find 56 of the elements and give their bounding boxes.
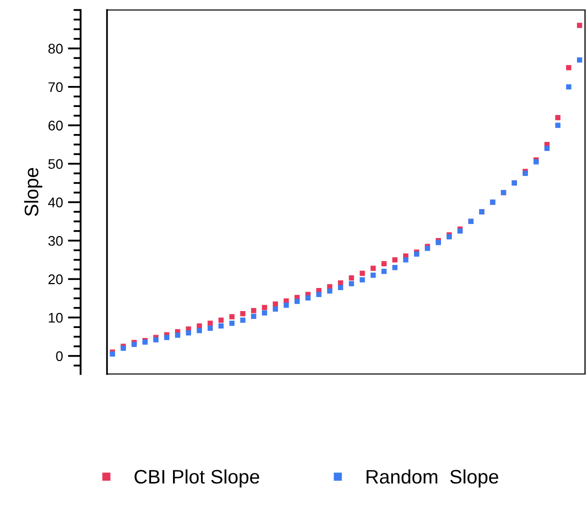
point: [186, 330, 192, 336]
point: [262, 304, 268, 310]
legend-label: Random Slope: [366, 469, 498, 488]
y-tick-label: 0: [56, 351, 63, 362]
y-tick-label: 70: [48, 82, 63, 92]
point: [566, 84, 572, 90]
legend-label: CBI Plot Slope: [134, 469, 260, 488]
point: [305, 295, 311, 300]
point: [251, 314, 256, 319]
point: [392, 257, 398, 262]
point: [272, 306, 278, 312]
point: [348, 281, 354, 286]
point: [403, 257, 408, 262]
point: [360, 270, 365, 276]
point: [208, 326, 213, 331]
point: [294, 298, 300, 304]
point: [370, 266, 376, 271]
point: [370, 272, 376, 278]
point: [576, 57, 582, 63]
point: [229, 314, 235, 320]
point: [251, 308, 256, 314]
point: [262, 310, 268, 316]
point: [392, 264, 398, 270]
point: [196, 328, 202, 334]
point: [338, 284, 344, 290]
point: [327, 288, 332, 294]
point: [544, 146, 550, 151]
point: [555, 122, 560, 128]
point: [153, 337, 158, 342]
point: [208, 320, 213, 326]
y-tick-label: 10: [48, 312, 63, 323]
point: [218, 323, 224, 329]
y-tick-label: 60: [48, 120, 63, 130]
y-tick-label: 20: [48, 274, 63, 284]
y-axis-title: Slope: [24, 168, 42, 216]
point: [164, 334, 170, 340]
point: [229, 320, 235, 326]
point: [381, 261, 387, 266]
y-tick-label: 40: [48, 198, 63, 208]
y-tick-label: 80: [48, 44, 63, 54]
point: [218, 318, 224, 323]
point: [381, 268, 387, 274]
point: [272, 301, 278, 307]
point: [555, 115, 560, 120]
point: [576, 22, 582, 28]
point: [348, 275, 354, 281]
point: [175, 332, 180, 338]
point: [316, 292, 322, 298]
point: [240, 318, 246, 323]
point: [566, 65, 572, 70]
y-tick-label: 30: [48, 236, 63, 246]
point: [196, 323, 202, 329]
point: [284, 302, 289, 308]
y-tick-label: 50: [48, 159, 63, 169]
point: [360, 277, 365, 282]
point: [240, 311, 246, 316]
